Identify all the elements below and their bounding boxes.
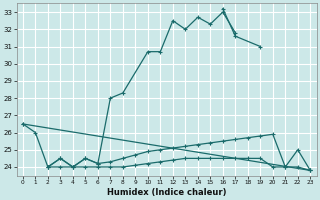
X-axis label: Humidex (Indice chaleur): Humidex (Indice chaleur): [107, 188, 226, 197]
